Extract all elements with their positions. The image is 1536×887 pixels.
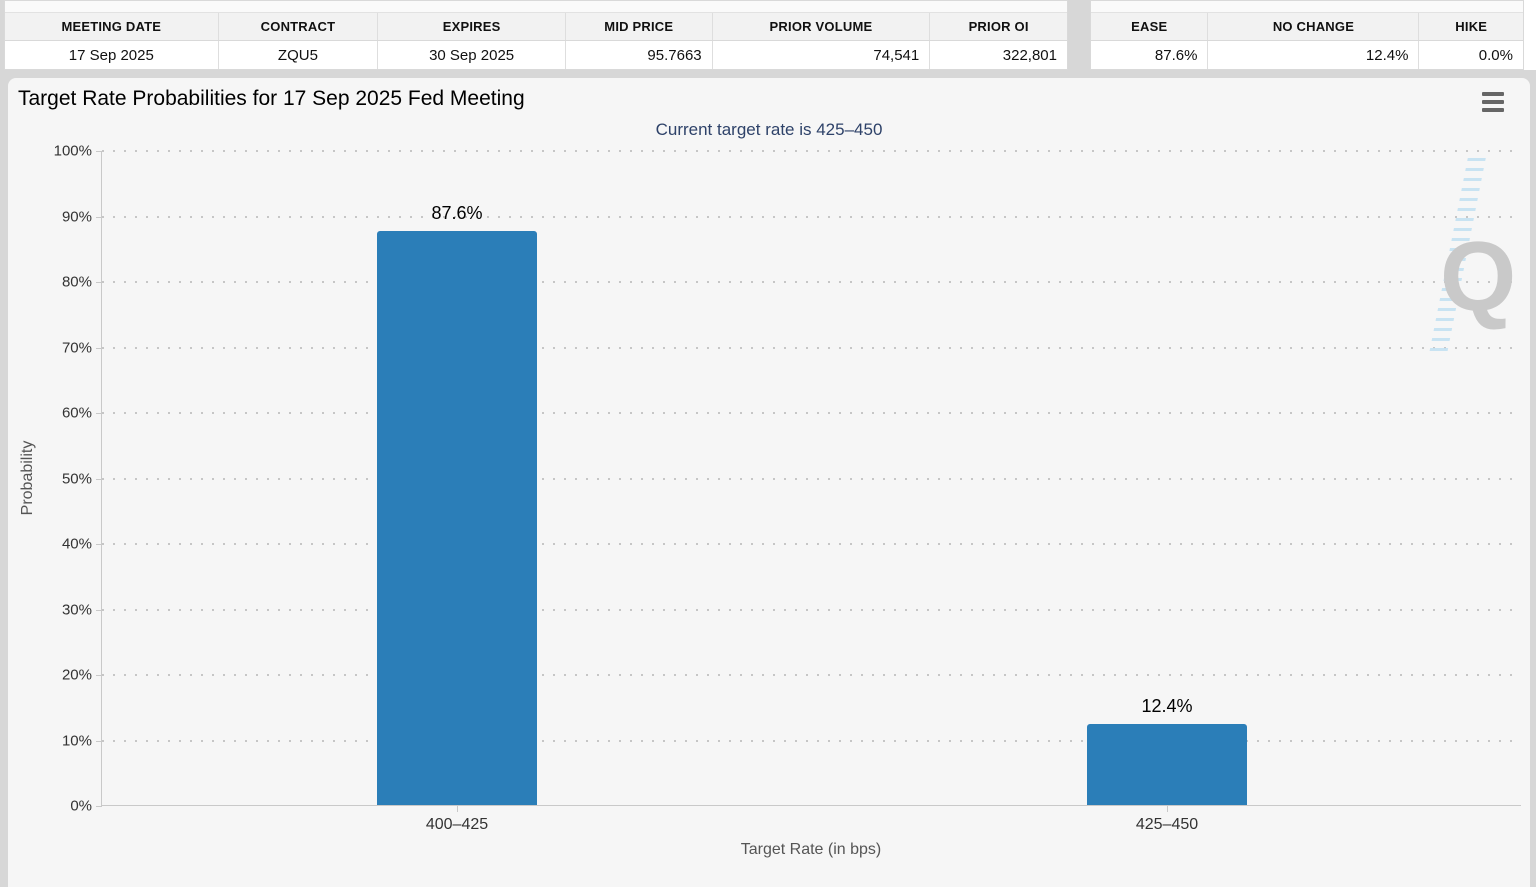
bar-data-label: 87.6% — [431, 203, 483, 224]
y-axis-tick-mark — [96, 609, 102, 611]
value-mid-price: 95.7663 — [566, 41, 713, 69]
y-axis-tick-mark — [96, 151, 102, 152]
value-meeting-date: 17 Sep 2025 — [5, 41, 219, 69]
y-axis-tick-mark — [96, 806, 102, 807]
y-axis-tick-mark — [96, 282, 102, 283]
y-axis-tick-mark — [96, 347, 102, 349]
y-gridline — [102, 543, 1521, 545]
y-axis-tick-mark — [96, 675, 102, 676]
chart-context-menu-button[interactable] — [1482, 91, 1506, 113]
y-axis-tick-label: 100% — [53, 142, 92, 160]
y-axis-tick-mark — [96, 413, 102, 414]
bar-data-label: 12.4% — [1141, 695, 1193, 716]
y-gridline — [102, 477, 1521, 480]
y-gridline — [102, 608, 1521, 611]
move-table-header-row: EASE NO CHANGE HIKE — [1091, 13, 1523, 41]
move-table-data-row: 87.6% 12.4% 0.0% — [1091, 41, 1523, 69]
value-contract: ZQU5 — [219, 41, 379, 69]
header-hike: HIKE — [1455, 19, 1488, 34]
header-meeting-date: MEETING DATE — [5, 13, 219, 40]
header-expires: EXPIRES — [378, 13, 566, 40]
y-gridline — [102, 674, 1521, 676]
contract-table-header-row: MEETING DATE CONTRACT EXPIRES MID PRICE … — [5, 13, 1067, 41]
header-mid-price: MID PRICE — [566, 13, 713, 40]
x-axis-category-label: 400–425 — [425, 816, 489, 833]
probability-bar[interactable] — [377, 231, 537, 805]
y-axis-tick-label: 70% — [61, 339, 92, 356]
y-axis-tick-label: 10% — [61, 732, 92, 749]
y-gridline — [102, 215, 1521, 218]
y-axis-tick-label: 20% — [61, 666, 92, 684]
chart-subtitle: Current target rate is 425–450 — [655, 120, 883, 139]
probability-bar[interactable] — [1087, 723, 1247, 805]
y-axis-tick-mark — [96, 740, 102, 742]
value-prior-oi: 322,801 — [1002, 46, 1057, 64]
y-gridline — [102, 150, 1521, 152]
y-axis-tick-label: 80% — [61, 273, 92, 291]
table-top-strip — [1091, 1, 1523, 13]
y-axis-tick-label: 0% — [70, 797, 92, 815]
y-gridline — [102, 739, 1521, 742]
hamburger-icon — [1482, 100, 1504, 104]
y-axis-tick-label: 40% — [61, 535, 92, 553]
y-axis-tick-label: 60% — [61, 404, 92, 422]
value-expires: 30 Sep 2025 — [378, 41, 566, 69]
header-ease: EASE — [1091, 13, 1209, 40]
header-prior-oi: PRIOR OI — [968, 19, 1029, 34]
value-ease: 87.6% — [1091, 41, 1209, 69]
plot-area: 0% 10% 20% 30% 40% 50% 60% 70% 80% 90% 100% 87.6% 40… — [54, 143, 1521, 833]
rate-move-probability-table: EASE NO CHANGE HIKE 87.6% 12.4% 0.0% — [1090, 0, 1524, 70]
y-gridline — [102, 412, 1521, 414]
y-axis-tick-label: 30% — [61, 601, 92, 618]
x-axis-tick-mark — [1167, 805, 1168, 812]
header-no-change: NO CHANGE — [1208, 13, 1420, 40]
y-gridline — [102, 281, 1521, 283]
hamburger-icon — [1482, 92, 1504, 96]
value-prior-volume: 74,541 — [713, 41, 931, 69]
y-axis-tick-mark — [96, 216, 102, 218]
hamburger-icon — [1482, 108, 1504, 112]
y-axis-tick-mark — [96, 544, 102, 545]
x-axis-tick-mark — [457, 805, 458, 812]
value-no-change: 12.4% — [1208, 41, 1420, 69]
top-right-filler — [1524, 0, 1536, 70]
x-axis-category-label: 425–450 — [1135, 816, 1199, 833]
contract-info-table: MEETING DATE CONTRACT EXPIRES MID PRICE … — [4, 0, 1068, 70]
contract-table-data-row: 17 Sep 2025 ZQU5 30 Sep 2025 95.7663 74,… — [5, 41, 1067, 69]
chart-title: Target Rate Probabilities for 17 Sep 202… — [18, 87, 525, 110]
header-prior-volume: PRIOR VOLUME — [713, 13, 931, 40]
value-hike: 0.0% — [1478, 46, 1513, 64]
table-top-strip — [5, 1, 1067, 13]
y-gridline — [102, 346, 1521, 349]
header-contract: CONTRACT — [219, 13, 379, 40]
x-axis-title: Target Rate (in bps) — [740, 841, 882, 858]
y-axis-tick-label: 90% — [61, 208, 92, 225]
y-axis-tick-label: 50% — [61, 470, 92, 487]
y-axis-title: Probability — [19, 440, 36, 516]
y-axis-tick-mark — [96, 478, 102, 480]
fedwatch-chart-panel: Target Rate Probabilities for 17 Sep 202… — [8, 78, 1530, 887]
